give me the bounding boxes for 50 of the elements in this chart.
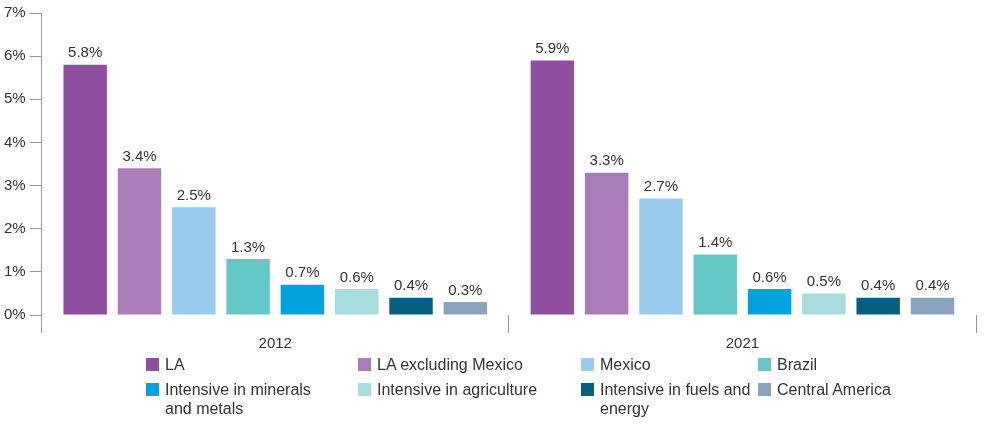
bar <box>910 297 955 315</box>
data-label: 1.4% <box>698 233 733 251</box>
bar <box>856 297 900 315</box>
data-label: 2.7% <box>643 177 679 195</box>
data-label: 0.6% <box>339 267 374 285</box>
bar <box>639 198 683 315</box>
bar <box>584 172 629 315</box>
x-tick-label: 2012 <box>258 334 292 352</box>
data-label: 0.3% <box>448 280 483 298</box>
data-label: 0.5% <box>806 272 841 290</box>
y-tick-label: 2% <box>3 218 26 236</box>
legend-label: Intensive in agriculture <box>377 380 539 399</box>
y-tick-label: 0% <box>3 305 26 323</box>
y-tick-label: 4% <box>3 132 26 150</box>
bar <box>172 207 216 315</box>
legend-label: LA excluding Mexico <box>377 355 524 374</box>
legend-label: Intensive in fuels and energy <box>600 380 752 418</box>
x-tick-label: 2021 <box>725 334 760 352</box>
bar <box>63 64 107 315</box>
legend-label: LA <box>165 355 186 374</box>
y-tick-label: 3% <box>3 175 26 193</box>
data-label: 3.3% <box>589 151 624 169</box>
bar <box>693 254 737 315</box>
bar <box>226 258 270 315</box>
data-label: 0.4% <box>861 276 896 294</box>
data-label: 0.4% <box>393 276 429 294</box>
data-label: 3.4% <box>122 146 157 164</box>
data-label: 0.4% <box>915 276 950 294</box>
legend-label: Intensive in minerals and metals <box>165 380 312 418</box>
legend-label: Mexico <box>600 355 652 374</box>
legend-label: Brazil <box>777 355 818 374</box>
bar <box>530 60 575 315</box>
data-label: 1.3% <box>231 237 266 255</box>
data-label: 5.9% <box>535 39 570 57</box>
bar <box>280 284 325 315</box>
data-label: 5.8% <box>68 43 103 61</box>
data-label: 2.5% <box>176 185 211 203</box>
bar <box>747 289 792 315</box>
y-tick-label: 7% <box>3 3 26 21</box>
data-label: 0.6% <box>752 267 787 285</box>
y-tick-label: 1% <box>3 262 26 279</box>
y-tick-label: 6% <box>3 46 26 64</box>
y-tick-label: 5% <box>3 89 26 107</box>
legend-label: Central America <box>777 380 892 399</box>
bar <box>802 293 846 315</box>
bar <box>443 302 488 315</box>
bar <box>335 289 379 315</box>
bar <box>117 168 162 315</box>
data-label: 0.7% <box>285 263 320 281</box>
bar <box>389 297 433 315</box>
